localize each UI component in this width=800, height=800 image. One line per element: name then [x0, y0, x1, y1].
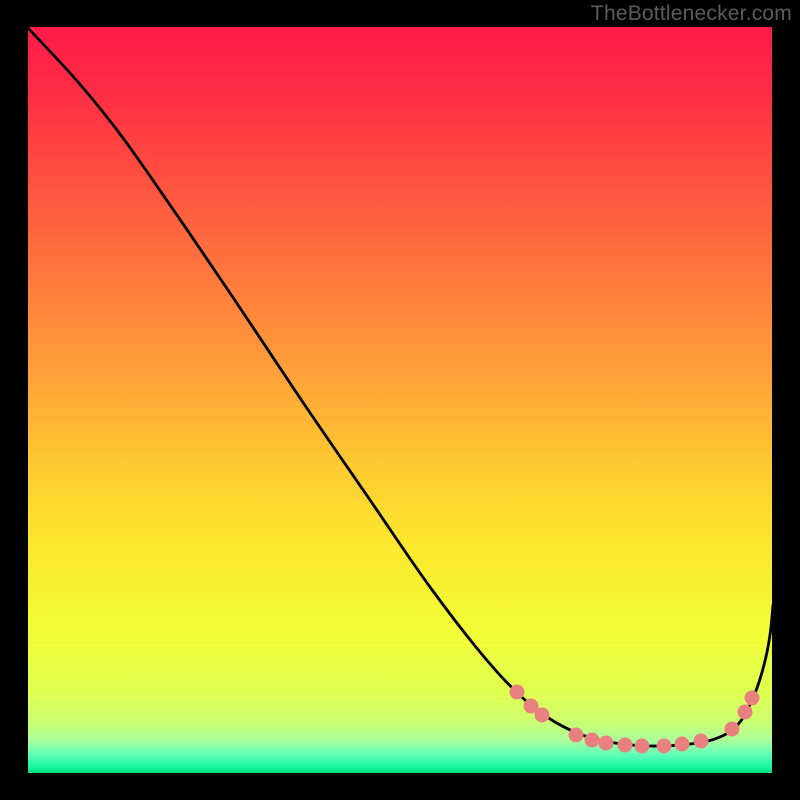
- curve-marker-11: [725, 722, 740, 737]
- curve-marker-8: [657, 739, 672, 754]
- curve-marker-2: [535, 708, 550, 723]
- curve-marker-3: [569, 728, 584, 743]
- curve-marker-10: [694, 734, 709, 749]
- curve-marker-12: [738, 705, 753, 720]
- bottleneck-curve-chart: [0, 0, 800, 800]
- curve-marker-0: [510, 685, 525, 700]
- plot-gradient: [27, 26, 773, 774]
- watermark-text: TheBottlenecker.com: [591, 2, 792, 26]
- curve-marker-13: [745, 691, 760, 706]
- curve-marker-9: [675, 737, 690, 752]
- chart-stage: TheBottlenecker.com: [0, 0, 800, 800]
- curve-marker-5: [599, 736, 614, 751]
- curve-marker-6: [618, 738, 633, 753]
- curve-marker-7: [635, 739, 650, 754]
- curve-marker-4: [585, 733, 600, 748]
